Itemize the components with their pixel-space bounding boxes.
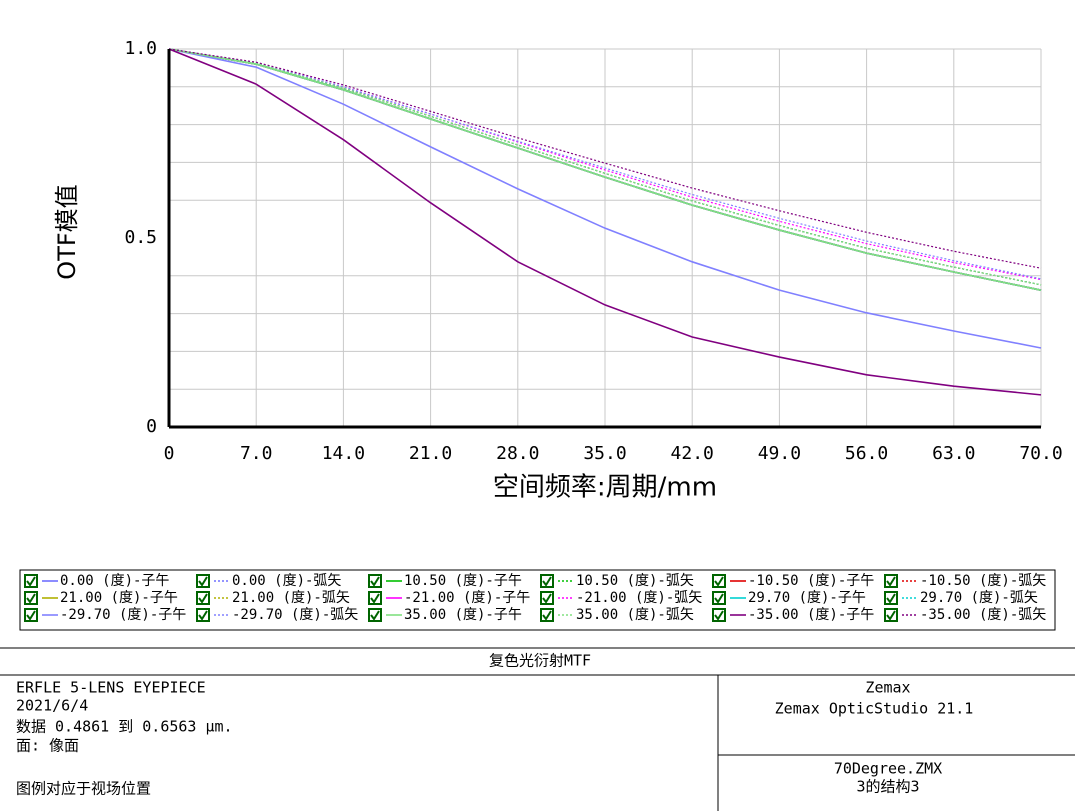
legend-check: [198, 576, 208, 587]
legend-label: -21.00 (度)-弧矢: [576, 590, 702, 606]
legend-check: [714, 593, 724, 604]
file-name: 70Degree.ZMX: [834, 760, 942, 778]
product: Zemax OpticStudio 21.1: [775, 700, 974, 718]
legend-label: 10.50 (度)-弧矢: [576, 573, 694, 589]
legend-label: -21.00 (度)-子午: [404, 590, 530, 606]
x-tick-label: 7.0: [240, 443, 273, 464]
x-tick-label: 42.0: [671, 443, 714, 464]
legend-label: 0.00 (度)-弧矢: [232, 573, 341, 589]
legend-check: [542, 576, 552, 587]
series-line: [168, 48, 1042, 396]
legend-check: [198, 593, 208, 604]
legend-label: 35.00 (度)-弧矢: [576, 607, 694, 623]
y-axis-title: OTF模值: [53, 184, 81, 279]
plot-title: 复色光衍射MTF: [489, 652, 591, 670]
legend-label: -35.00 (度)-子午: [748, 607, 874, 623]
legend-label: 10.50 (度)-子午: [404, 573, 522, 589]
info-line: 2021/6/4: [16, 697, 88, 715]
y-tick-label: 0.5: [124, 227, 157, 248]
x-tick-label: 49.0: [758, 443, 801, 464]
legend-label: 0.00 (度)-子午: [60, 573, 169, 589]
legend-check: [542, 593, 552, 604]
x-tick-label: 70.0: [1019, 443, 1062, 464]
info-line: 图例对应于视场位置: [16, 780, 151, 798]
series-line: [168, 48, 1042, 269]
legend-check: [370, 610, 380, 621]
legend-box: [19, 569, 1056, 631]
legend-label: 21.00 (度)-子午: [60, 590, 178, 606]
x-tick-label: 14.0: [322, 443, 365, 464]
x-tick-label: 0: [164, 443, 175, 464]
legend-label: 29.70 (度)-子午: [748, 590, 866, 606]
legend-check: [714, 610, 724, 621]
legend-label: 21.00 (度)-弧矢: [232, 590, 350, 606]
legend-label: -29.70 (度)-弧矢: [232, 607, 358, 623]
legend-label: 35.00 (度)-子午: [404, 607, 522, 623]
x-tick-label: 35.0: [583, 443, 626, 464]
legend-check: [886, 610, 896, 621]
y-tick-label: 0: [146, 416, 157, 437]
legend-check: [370, 576, 380, 587]
legend-check: [886, 593, 896, 604]
legend-check: [370, 593, 380, 604]
legend-check: [542, 610, 552, 621]
x-tick-label: 28.0: [496, 443, 539, 464]
info-line: ERFLE 5-LENS EYEPIECE: [16, 679, 206, 697]
legend-check: [198, 610, 208, 621]
info-line: 数据 0.4861 到 0.6563 µm.: [16, 718, 233, 736]
series-line: [168, 48, 1042, 280]
y-tick-label: 1.0: [124, 38, 157, 59]
series-line: [168, 48, 1042, 349]
legend-label: -29.70 (度)-子午: [60, 607, 186, 623]
legend-check: [886, 576, 896, 587]
legend-check: [714, 576, 724, 587]
info-line: 面: 像面: [16, 737, 79, 755]
legend-check: [26, 593, 36, 604]
legend-label: 29.70 (度)-弧矢: [920, 590, 1038, 606]
x-tick-label: 21.0: [409, 443, 452, 464]
x-tick-label: 63.0: [932, 443, 975, 464]
legend-label: -10.50 (度)-弧矢: [920, 573, 1046, 589]
x-tick-label: 56.0: [845, 443, 888, 464]
series-line: [168, 48, 1042, 291]
company: Zemax: [865, 679, 910, 697]
legend-check: [26, 576, 36, 587]
legend-label: -35.00 (度)-弧矢: [920, 607, 1046, 623]
legend-check: [26, 610, 36, 621]
series-line: [168, 48, 1042, 286]
x-axis-title: 空间频率:周期/mm: [493, 473, 717, 503]
legend-label: -10.50 (度)-子午: [748, 573, 874, 589]
configuration: 3的结构3: [856, 778, 919, 796]
